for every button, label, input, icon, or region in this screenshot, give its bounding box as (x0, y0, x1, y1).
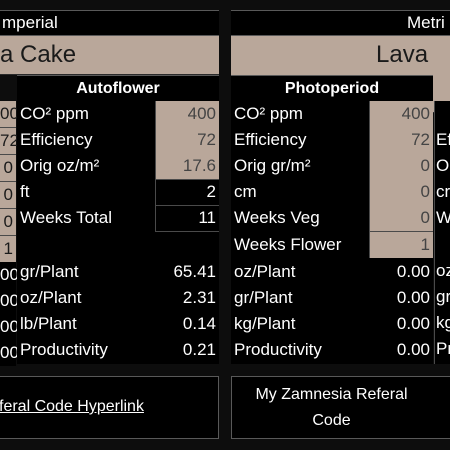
referal-button-line1: My Zamnesia Referal (255, 386, 408, 403)
edge-label: O (436, 156, 450, 175)
edge-label (435, 101, 450, 127)
edge-value: 00 (0, 340, 19, 366)
row-label: Weeks Flower (234, 235, 342, 254)
metric-header-text: Metri (407, 13, 445, 32)
edge-label: gr (436, 287, 450, 306)
result-label: gr/Plant (234, 288, 293, 307)
result-value: 0.21 (182, 340, 216, 359)
row-label: cm (234, 182, 257, 201)
efficiency-input[interactable]: 72 (155, 127, 219, 154)
result-value: 0.00 (396, 314, 430, 333)
co2-input[interactable]: 400 (369, 101, 433, 128)
edge-label: kg (436, 313, 450, 332)
zamnesia-referal-button[interactable]: My Zamnesia Referal Code (231, 376, 450, 439)
efficiency-input[interactable]: 72 (369, 127, 433, 154)
weeks-total-input[interactable]: 11 (155, 205, 219, 232)
result-label: gr/Plant (20, 262, 79, 281)
result-label: lb/Plant (20, 314, 77, 333)
result-label: Productivity (234, 340, 322, 359)
autoflower-header: Autoflower (17, 75, 219, 102)
row-label: CO² ppm (234, 104, 303, 123)
photoperiod-header: Photoperiod (231, 75, 433, 102)
edge-label: Pr (436, 339, 450, 358)
edge-value: 00 (0, 314, 19, 340)
left-strain-name[interactable]: a Cake (0, 36, 219, 75)
row-label: ft (20, 182, 30, 201)
referal-hyperlink-button[interactable]: feral Code Hyperlink (0, 376, 219, 439)
row-label: Weeks Total (20, 208, 112, 227)
row-label: Orig gr/m² (234, 156, 311, 175)
edge-value[interactable]: 0 (0, 182, 16, 209)
edge-label (435, 231, 450, 258)
result-value: 0.00 (396, 340, 430, 359)
edge-label: W (435, 205, 450, 231)
right-edge-column: Ef O cr W oz gr kg Pr (434, 101, 450, 364)
weeks-veg-input[interactable]: 0 (369, 205, 433, 232)
imperial-header: mperial (0, 10, 219, 36)
edge-value[interactable]: 1 (0, 236, 16, 262)
result-value: 0.14 (182, 314, 216, 333)
result-label: Productivity (20, 340, 108, 359)
referal-button-line2: Code (312, 412, 351, 429)
edge-value: 00 (0, 288, 19, 314)
height-ft-input[interactable]: 2 (155, 179, 219, 206)
edge-value[interactable]: 0 (0, 155, 16, 182)
edge-value[interactable]: 00 (0, 101, 19, 128)
height-cm-input[interactable]: 0 (369, 179, 433, 206)
result-label: kg/Plant (234, 314, 296, 333)
edge-value: 00 (0, 262, 19, 288)
left-strain-text: a Cake (0, 41, 77, 68)
edge-value[interactable]: 0 (0, 209, 16, 236)
orig-yield-input[interactable]: 17.6 (155, 153, 219, 180)
edge-value[interactable]: 72 (0, 128, 19, 155)
result-value: 2.31 (182, 288, 216, 307)
left-edge-column: 00 72 0 0 0 1 00 00 00 00 (0, 101, 19, 366)
referal-hyperlink-text[interactable]: feral Code Hyperlink (0, 398, 144, 415)
imperial-header-text: mperial (2, 13, 58, 32)
metric-header: Metri (231, 10, 450, 36)
row-label: Efficiency (20, 130, 93, 149)
edge-label: Ef (436, 130, 450, 149)
row-label: Weeks Veg (234, 208, 320, 227)
row-label: Orig oz/m² (20, 156, 100, 175)
edge-label: oz (436, 261, 450, 280)
result-label: oz/Plant (20, 288, 82, 307)
orig-yield-input[interactable]: 0 (369, 153, 433, 180)
result-value: 0.00 (396, 262, 430, 281)
row-label: Efficiency (234, 130, 307, 149)
result-label: oz/Plant (234, 262, 296, 281)
edge-label: cr (436, 182, 450, 201)
result-value: 65.41 (173, 262, 216, 281)
weeks-flower-input[interactable]: 1 (369, 232, 433, 258)
result-value: 0.00 (396, 288, 430, 307)
co2-input[interactable]: 400 (155, 101, 219, 128)
row-label: CO² ppm (20, 104, 89, 123)
